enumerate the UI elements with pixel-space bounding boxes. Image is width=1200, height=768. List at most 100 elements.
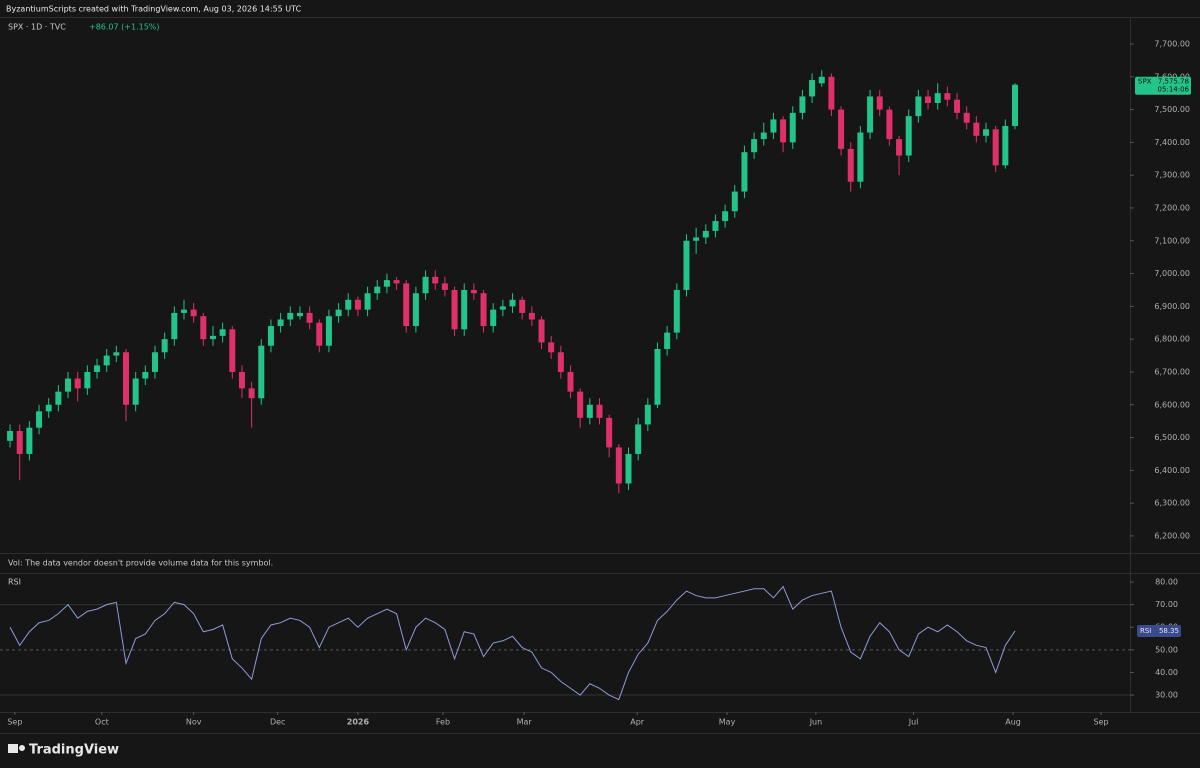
candle-body — [934, 93, 941, 104]
candle-body — [229, 329, 236, 372]
candle-body — [7, 430, 14, 441]
candle-body — [499, 306, 506, 310]
candle-body — [509, 299, 516, 307]
y-tick-label: 80.00 — [1155, 578, 1178, 587]
candle-body — [847, 148, 854, 182]
candle-body — [1002, 125, 1009, 166]
candle-body — [325, 316, 332, 346]
candle-body — [896, 139, 903, 156]
x-tick-label: Sep — [7, 718, 22, 727]
candle-body — [354, 299, 361, 310]
candle-body — [171, 312, 178, 340]
y-tick-label: 30.00 — [1155, 691, 1178, 700]
candle-body — [441, 283, 448, 290]
candle-body — [548, 342, 555, 353]
y-tick-label: 7,700.00 — [1154, 39, 1190, 48]
candle-body — [683, 240, 690, 290]
candle-body — [876, 96, 883, 110]
y-tick-label: 7,400.00 — [1154, 138, 1190, 147]
candle-body — [490, 309, 497, 327]
y-tick-label: 6,500.00 — [1154, 433, 1190, 442]
candle-body — [209, 335, 216, 340]
y-tick-label: 7,200.00 — [1154, 203, 1190, 212]
y-tick-label: 6,400.00 — [1154, 466, 1190, 475]
candle-body — [799, 96, 806, 113]
candle-body — [345, 299, 352, 310]
candle-body — [664, 332, 671, 349]
candle-body — [838, 109, 845, 149]
price-tag-symbol: SPX — [1138, 78, 1152, 86]
candle-body — [306, 312, 313, 323]
x-tick-label: Dec — [270, 718, 285, 727]
candle-body — [248, 388, 255, 399]
x-tick-label: Apr — [630, 718, 645, 727]
brand-logo: TradingView — [8, 743, 119, 758]
candle-body — [374, 286, 381, 294]
candle-body — [567, 371, 574, 392]
candle-body — [596, 404, 603, 418]
symbol-title: SPX · 1D · TVC — [8, 23, 66, 32]
candle-body — [180, 309, 187, 313]
candle-body — [751, 139, 758, 153]
candle-body — [944, 93, 951, 100]
brand: TradingView — [29, 743, 119, 758]
x-tick-label: Sep — [1093, 718, 1108, 727]
candle-body — [828, 76, 835, 110]
candle-body — [412, 293, 419, 327]
candle-body — [470, 289, 477, 294]
candle-body — [538, 319, 545, 343]
y-tick-label: 40.00 — [1155, 668, 1178, 677]
candle-body — [364, 293, 371, 310]
candle-body — [74, 378, 81, 389]
candle-body — [818, 76, 825, 84]
y-tick-label: 6,600.00 — [1154, 400, 1190, 409]
price-tag-countdown: 05:14:06 — [1158, 86, 1190, 94]
candle-body — [16, 430, 23, 454]
y-tick-label: 6,200.00 — [1154, 531, 1190, 540]
x-tick-label: Feb — [436, 718, 450, 727]
candle-body — [277, 319, 284, 327]
candle-body — [741, 152, 748, 192]
y-tick-label: 50.00 — [1155, 645, 1178, 654]
price-tag-box — [1135, 76, 1191, 95]
volume-note: Vol: The data vendor doesn't provide vol… — [8, 559, 273, 568]
candle-body — [103, 355, 110, 366]
candle-body — [702, 230, 709, 238]
candle-body — [954, 99, 961, 113]
candle-body — [393, 280, 400, 284]
candle-body — [238, 371, 245, 389]
y-tick-label: 7,300.00 — [1154, 171, 1190, 180]
candle-body — [615, 447, 622, 484]
candle-body — [461, 289, 468, 330]
candle-body — [925, 96, 932, 104]
candle-body — [316, 322, 323, 346]
candle-body — [809, 80, 816, 97]
x-tick-label: Aug — [1005, 718, 1021, 727]
candle-body — [267, 326, 274, 346]
x-tick-label: 2026 — [347, 718, 370, 727]
candle-body — [94, 365, 101, 372]
candle-body — [422, 276, 429, 294]
x-tick-label: Nov — [186, 718, 202, 727]
candle-body — [528, 312, 535, 320]
header-text: ByzantiumScripts created with TradingVie… — [6, 5, 302, 14]
candle-body — [219, 329, 226, 336]
candle-body — [915, 96, 922, 117]
candle-body — [760, 132, 767, 140]
rsi-line — [9, 585, 1016, 701]
candle-body — [296, 312, 303, 317]
candle-body — [55, 391, 62, 405]
candle-body — [886, 109, 893, 140]
candle-body — [673, 289, 680, 333]
candle-body — [770, 119, 777, 133]
candle-body — [1012, 84, 1019, 126]
y-tick-label: 7,500.00 — [1154, 105, 1190, 114]
x-tick-label: Mar — [517, 718, 533, 727]
candle-body — [383, 280, 390, 287]
candle-body — [693, 237, 700, 241]
candle-body — [867, 96, 874, 133]
candle-body — [963, 112, 970, 123]
price-tag-value: 7,575.78 — [1158, 78, 1189, 86]
